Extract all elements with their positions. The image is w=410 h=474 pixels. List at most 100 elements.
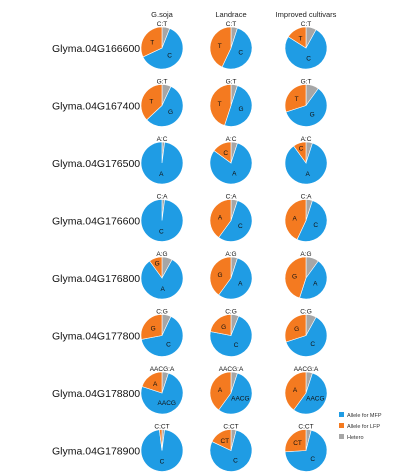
slice-label-hetero: C:A [157,194,169,201]
pie-slice-lfp [209,199,232,238]
slice-label-hetero: C:T [226,21,237,28]
legend-label: Allele for MFP [347,413,382,419]
pie-slice-lfp [284,371,307,411]
column-header: Landrace [215,10,246,19]
gene-row: Glyma.04G176800 A G A:G A G A:G A G A:G [52,251,328,300]
pie: C C:CT [140,424,184,472]
slice-label-lfp: G [292,274,297,281]
slice-label-lfp: T [218,101,222,108]
slice-label-hetero: G:T [226,79,237,86]
pie-slice-lfp [284,314,307,343]
pie-slice-mfp [284,29,328,70]
pie-slice-lfp [284,256,307,299]
legend-item: Allele for LFP [339,423,380,430]
pie: AACG A AACG:A [209,366,253,415]
slice-label-hetero: C:CT [298,424,313,431]
pie-slice-mfp [218,257,253,300]
pie-slice-lfp [209,256,232,296]
pie-slice-lfp [284,199,307,240]
slice-label-lfp: CT [220,438,229,445]
legend-label: Allele for LFP [347,424,380,430]
pie-slice-mfp [140,372,184,415]
slice-label-lfp: C [223,150,228,157]
slice-label-mfp: AACG [231,395,249,402]
slice-label-hetero: A:G [156,251,167,258]
slice-label-mfp: C [238,223,243,230]
slice-label-hetero: A:G [225,251,236,258]
slice-label-lfp: A [293,215,298,222]
pie-slice-lfp [209,84,232,126]
slice-label-mfp: AACG [158,400,176,407]
legend-swatch [339,412,344,417]
slice-label-hetero: AACG:A [294,366,319,373]
pie: C T C:T [209,21,253,70]
pie-slice-mfp [146,86,184,127]
pie-slice-mfp [221,27,253,70]
slice-label-hetero: C:T [157,21,168,28]
pie: A G A:G [209,251,253,300]
slice-label-hetero: AACG:A [219,366,244,373]
pie: C T C:T [284,21,328,70]
pie-slice-mfp [209,315,253,357]
slice-label-lfp: A [218,214,223,221]
slice-label-lfp: G [151,326,156,333]
legend-label: Hetero [347,435,364,441]
pie-slice-mfp [293,372,328,415]
slice-label-hetero: C:A [226,194,238,201]
pie-slice-mfp [218,372,253,415]
slice-label-lfp: G [221,324,226,331]
slice-label-hetero: C:CT [223,424,238,431]
slice-label-hetero: A:C [226,136,237,143]
pie-slice-mfp [224,85,253,127]
slice-label-mfp: C [238,49,243,56]
gene-label: Glyma.04G166600 [52,43,140,55]
slice-label-lfp: A [293,387,298,394]
slice-label-mfp: C [306,56,311,63]
slice-label-lfp: C [299,146,304,153]
pie-slice-mfp [140,429,184,472]
slice-label-lfp: G [155,261,160,268]
slice-label-hetero: G:T [301,79,312,86]
gene-label: Glyma.04G177800 [52,331,140,343]
pie: C G C:G [284,309,328,357]
gene-row: Glyma.04G167400 G T G:T G T G:T G T G:T [52,79,328,127]
slice-label-hetero: A:G [300,251,311,258]
slice-label-mfp: C [313,222,318,229]
gene-label: Glyma.04G167400 [52,101,140,113]
pie-slice-mfp [209,142,253,185]
slice-label-mfp: G [310,111,315,118]
slice-label-hetero: A:C [157,136,168,143]
pie: AACG A AACG:A [284,366,328,415]
pie-slice-lfp [213,141,232,164]
slice-label-lfp: T [218,43,222,50]
slice-label-hetero: C:G [156,309,168,316]
slice-label-lfp: A [153,381,158,388]
pie-slice-lfp [149,256,163,279]
pie: A A:C [140,136,184,185]
slice-label-mfp: A [232,170,237,177]
slice-label-mfp: C [160,459,165,466]
slice-label-mfp: C [166,341,171,348]
slice-label-lfp: T [298,35,302,42]
pie-slice-lfp [211,429,232,451]
pie: C CT C:CT [209,424,253,472]
slice-label-mfp: A [160,286,165,293]
slice-label-mfp: G [238,106,243,113]
pie-slice-mfp [140,259,184,300]
pie-slice-lfp [284,84,307,113]
gene-label: Glyma.04G176800 [52,273,140,285]
gene-row: Glyma.04G176500 A A:C A C A:C A C A:C [52,136,328,185]
slice-label-lfp: G [294,326,299,333]
pie: AACG A AACG:A [140,366,184,415]
slice-label-mfp: C [159,228,164,235]
pie-slice-mfp [140,141,184,185]
slice-label-mfp: C [234,342,239,349]
slice-label-hetero: C:T [301,21,312,28]
column-header: G.soja [151,10,174,19]
gene-label: Glyma.04G176500 [52,158,140,170]
pie-slice-mfp [285,316,328,357]
pie: A G A:G [284,251,328,300]
slice-label-mfp: A [313,280,318,287]
pie-slice-lfp [159,429,163,451]
